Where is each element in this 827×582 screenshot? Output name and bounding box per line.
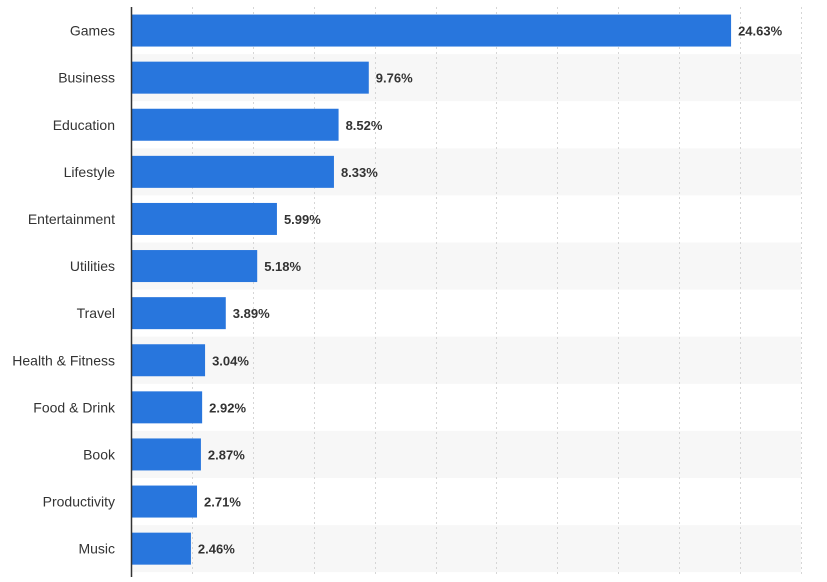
bar-10 [131,485,198,518]
category-label: Games [70,23,115,39]
category-label: Health & Fitness [12,352,115,368]
category-label: Book [83,446,116,462]
data-label: 2.87% [208,447,245,462]
row-band-9 [131,430,801,478]
data-label: 5.99% [284,212,321,227]
bar-5 [131,250,258,283]
data-label: 3.89% [233,306,270,321]
bar-8 [131,391,203,424]
category-label: Business [58,70,115,86]
data-label: 2.46% [198,542,235,557]
data-label: 5.18% [264,259,301,274]
row-band-7 [131,336,801,384]
category-label: Lifestyle [64,164,116,180]
data-label: 3.04% [212,353,249,368]
bar-2 [131,108,339,141]
category-label: Travel [77,305,115,321]
category-label: Music [78,541,115,557]
bar-3 [131,155,334,188]
category-label: Entertainment [28,211,115,227]
bar-0 [131,14,732,47]
data-label: 9.76% [376,71,413,86]
bar-4 [131,202,277,235]
data-label: 24.63% [738,24,783,39]
bar-7 [131,344,206,377]
data-label: 2.92% [209,400,246,415]
category-label: Utilities [70,258,115,274]
data-label: 2.71% [204,495,241,510]
row-band-11 [131,525,801,573]
bar-9 [131,438,201,471]
category-label: Education [53,117,115,133]
bar-11 [131,532,191,565]
category-label: Food & Drink [33,399,116,415]
data-label: 8.52% [346,118,383,133]
data-label: 8.33% [341,165,378,180]
bar-6 [131,297,226,330]
category-label: Productivity [43,494,115,510]
bar-1 [131,61,369,94]
